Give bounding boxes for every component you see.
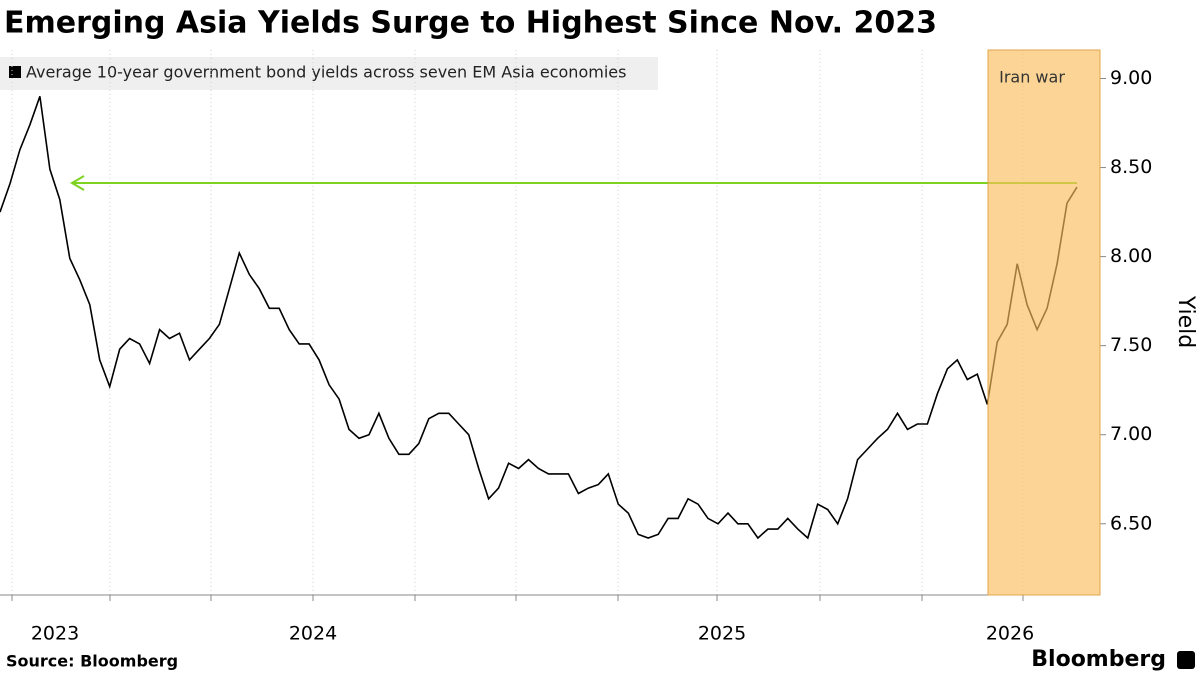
y-tick-label: 8.50 [1110,156,1152,178]
line-series [0,96,1078,540]
y-tick-label: 8.00 [1110,245,1152,267]
legend-swatch [9,66,21,78]
brand: Bloomberg [1031,647,1166,672]
y-tick-label: 7.00 [1110,423,1152,445]
legend-label: Average 10-year government bond yields a… [26,63,626,82]
chart-title: Emerging Asia Yields Surge to Highest Si… [4,6,937,41]
source: Source: Bloomberg [6,652,178,671]
y-tick-label: 9.00 [1110,67,1152,89]
x-tick-label: 2026 [986,623,1034,645]
y-tick-label: 7.50 [1110,334,1152,356]
brand-icon [1177,651,1195,669]
x-tick-label: 2025 [698,623,746,645]
annotation: Iran war [999,68,1065,87]
x-tick-label: 2023 [31,623,79,645]
arrow-head [70,175,85,191]
y-axis-label: Yield [1173,295,1198,348]
x-tick-label: 2024 [289,623,337,645]
y-tick-label: 6.50 [1110,512,1152,534]
shaded-period [987,49,1101,596]
